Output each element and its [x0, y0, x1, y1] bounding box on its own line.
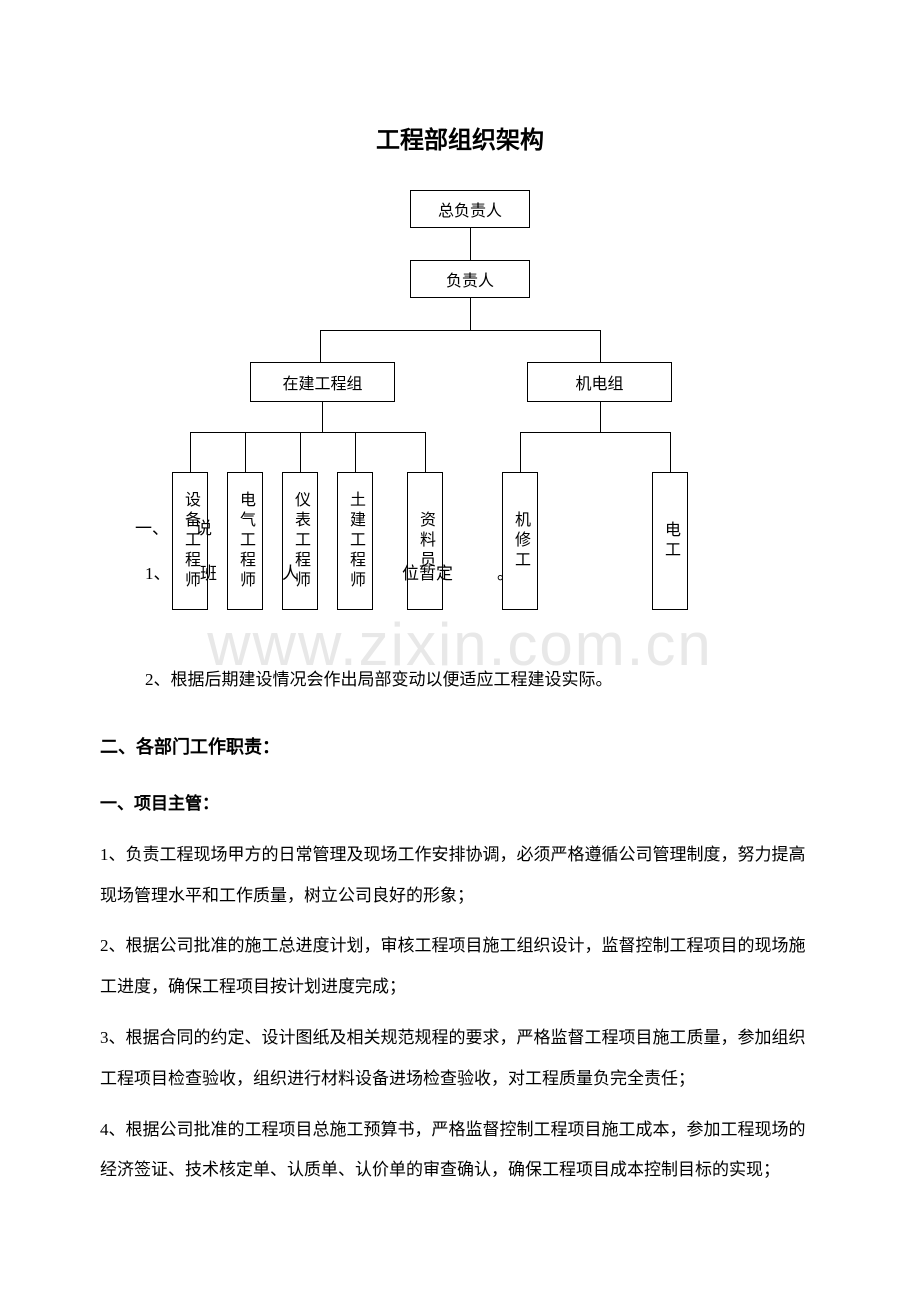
paragraph-2: 2、根据公司批准的施工总进度计划，审核工程项目施工组织设计，监督控制工程项目的现… [100, 926, 820, 1008]
overlay-text-1-left: 一、 [135, 510, 169, 547]
connector [425, 432, 426, 472]
connector [322, 402, 323, 432]
node-level3-left: 在建工程组 [250, 362, 395, 402]
overlay-text-2a: 1、 [145, 555, 171, 592]
connector [320, 330, 321, 362]
body-text: 2、根据后期建设情况会作出局部变动以便适应工程建设实际。 二、各部门工作职责： … [0, 660, 920, 1191]
overlay-text-2b: 班 [200, 555, 217, 592]
project-heading: 一、项目主管： [100, 784, 820, 825]
page-title: 工程部组织架构 [100, 120, 820, 155]
connector [245, 432, 246, 472]
document-content: 工程部组织架构 总负责人 负责人 在建工程组 机电组 设备工程师 电气工程师 仪… [0, 0, 920, 650]
connector [520, 432, 670, 433]
leaf-node-3: 土建工程师 [337, 472, 373, 610]
node-level2: 负责人 [410, 260, 530, 298]
node-level3-right: 机电组 [527, 362, 672, 402]
paragraph-1: 1、负责工程现场甲方的日常管理及现场工作安排协调，必须严格遵循公司管理制度，努力… [100, 835, 820, 917]
overlay-text-2c: 人 [282, 555, 299, 592]
note-2: 2、根据后期建设情况会作出局部变动以便适应工程建设实际。 [100, 660, 820, 701]
connector [470, 228, 471, 260]
section2-heading: 二、各部门工作职责： [100, 726, 820, 769]
connector [355, 432, 356, 472]
overlay-text-2e: 。 [497, 555, 514, 592]
paragraph-4: 4、根据公司批准的工程项目总施工预算书，严格监督控制工程项目施工成本，参加工程现… [100, 1110, 820, 1192]
node-level1: 总负责人 [410, 190, 530, 228]
connector [190, 432, 425, 433]
connector [320, 330, 600, 331]
paragraph-3: 3、根据合同的约定、设计图纸及相关规范规程的要求，严格监督工程项目施工质量，参加… [100, 1018, 820, 1100]
connector [600, 330, 601, 362]
overlay-text-1-right: 说 [195, 510, 212, 547]
connector [600, 402, 601, 432]
leaf-node-6: 电工 [652, 472, 688, 610]
overlay-text-2d: 位暂定 [402, 555, 453, 592]
connector [190, 432, 191, 472]
connector [300, 432, 301, 472]
leaf-node-1: 电气工程师 [227, 472, 263, 610]
connector [670, 432, 671, 472]
connector [470, 298, 471, 330]
connector [520, 432, 521, 472]
